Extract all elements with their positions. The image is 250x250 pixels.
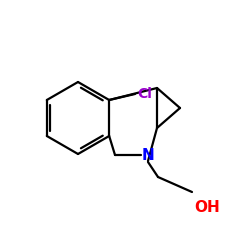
Text: N: N (142, 148, 154, 162)
Text: Cl: Cl (137, 87, 152, 101)
Text: OH: OH (194, 200, 220, 215)
